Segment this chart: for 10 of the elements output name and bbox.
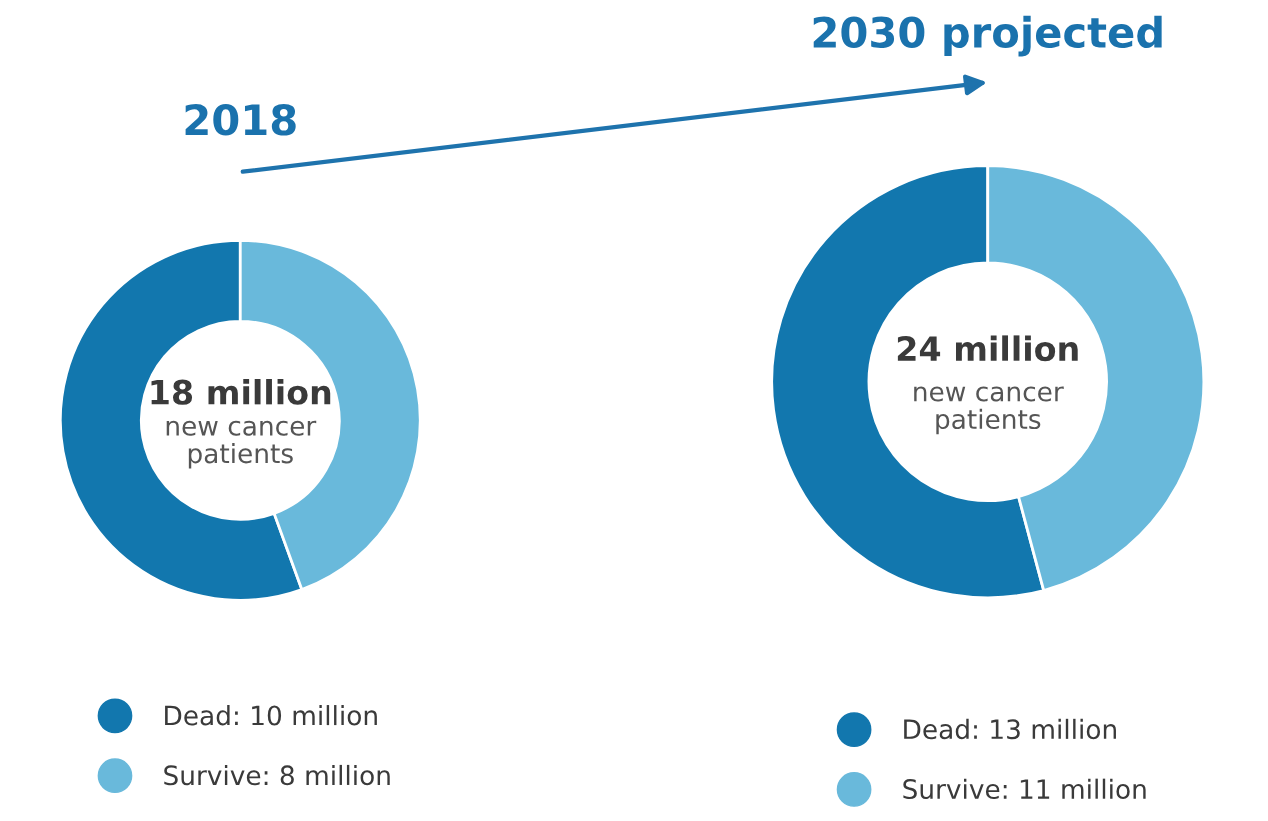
chart-title: 2030 projected [813,15,1162,57]
text: 18 million [151,379,331,405]
text: 24 million [897,335,1078,362]
text: new cancer patients [914,386,1064,435]
legend-label: Dead: 10 million [165,705,377,726]
text: new cancer patients [166,420,317,469]
chart-title: 2018 [185,103,296,136]
legend-label: Dead: 13 million [904,718,1116,740]
legend-label: Survive: 8 million [164,764,390,786]
legend-label: Survive: 11 million [903,778,1146,800]
